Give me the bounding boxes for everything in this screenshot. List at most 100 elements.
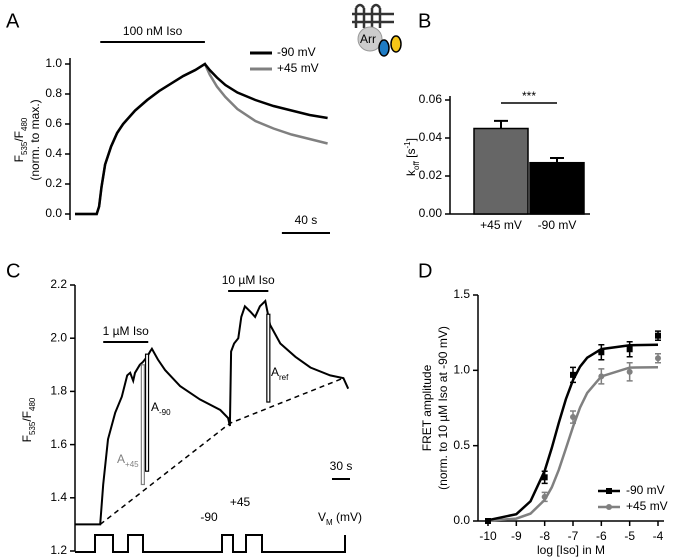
error-bar xyxy=(494,119,508,129)
text-part: 480 xyxy=(20,117,29,131)
text-part: V xyxy=(318,510,326,524)
point xyxy=(655,332,661,339)
y-tick-label: 0.5 xyxy=(453,438,470,452)
x-tick-label: +45 mV xyxy=(480,218,522,232)
y-axis-label: (norm. to 10 µM Iso at -90 mV) xyxy=(436,326,450,490)
point xyxy=(485,518,491,524)
y-axis-label: F535/F480 xyxy=(20,397,36,442)
bar xyxy=(529,161,585,215)
amplitude-bar xyxy=(144,353,150,472)
y-tick-label: 0.0 xyxy=(45,206,62,220)
text-part: -1 xyxy=(403,141,412,149)
text-part: F xyxy=(12,155,26,162)
amplitude-label: A-90 xyxy=(151,400,171,416)
text-part: +45 xyxy=(125,460,139,469)
bar xyxy=(473,127,529,215)
legend-label: +45 mV xyxy=(626,499,668,513)
y-tick-label: 1.0 xyxy=(453,363,470,377)
text-part: 535 xyxy=(20,141,29,155)
baseline xyxy=(99,377,344,525)
y-tick-label: 1.5 xyxy=(453,287,470,301)
significance-label: *** xyxy=(522,89,536,103)
y-tick-label: 2.2 xyxy=(50,277,67,291)
y-axis-label: koff [s-1] xyxy=(403,138,421,176)
stim-label: 10 µM Iso xyxy=(222,273,275,287)
series-line xyxy=(75,62,328,216)
text-part: [s xyxy=(404,149,418,162)
series-line xyxy=(75,62,328,216)
point xyxy=(570,414,576,421)
x-tick-label: -6 xyxy=(596,529,607,543)
x-tick-label: -9 xyxy=(511,529,522,543)
panel-label: A xyxy=(6,10,20,32)
text-part: ] xyxy=(404,138,418,141)
text-part: 535 xyxy=(28,421,37,435)
point xyxy=(626,368,633,375)
y-tick-label: 0.2 xyxy=(45,176,62,190)
amplitude-label: Aref xyxy=(271,365,289,381)
x-tick-label: -8 xyxy=(539,529,550,543)
point xyxy=(598,349,605,356)
y-tick-label: 2.0 xyxy=(50,330,67,344)
text-part: (mV) xyxy=(333,510,362,524)
y-tick-label: 0.6 xyxy=(45,116,62,130)
text-part: F xyxy=(20,435,34,442)
point xyxy=(626,346,633,353)
y-tick-label: 0.0 xyxy=(453,513,470,527)
scale-label: 30 s xyxy=(330,459,353,473)
legend-label: -90 mV xyxy=(277,45,316,59)
text-part: A xyxy=(117,452,125,466)
text-part: off xyxy=(412,160,421,170)
y-tick-label: 0.02 xyxy=(419,168,443,182)
x-tick-label: -7 xyxy=(568,529,579,543)
text-part: k xyxy=(404,169,418,176)
icon-receptor xyxy=(352,3,394,28)
protocol-label: -90 xyxy=(200,510,218,524)
text-part: -90 xyxy=(159,408,171,417)
y-tick-label: 1.2 xyxy=(50,543,67,557)
x-tick-label: -5 xyxy=(624,529,635,543)
x-tick-label: -90 mV xyxy=(538,218,577,232)
text-part: ref xyxy=(279,373,289,382)
voltage-protocol xyxy=(75,534,346,553)
y-tick-label: 1.6 xyxy=(50,437,67,451)
y-tick-label: 0.00 xyxy=(419,206,443,220)
stim-label: 1 µM Iso xyxy=(103,324,150,338)
y-tick-label: 1.0 xyxy=(45,56,62,70)
text-part: /F xyxy=(20,411,34,422)
point xyxy=(541,493,548,500)
icon-yfp xyxy=(390,35,402,53)
y-tick-label: 0.04 xyxy=(419,130,443,144)
y-axis-label: F535/F480 xyxy=(12,117,28,162)
point xyxy=(655,355,661,362)
text-part: /F xyxy=(12,131,26,142)
x-tick-label: -10 xyxy=(479,529,497,543)
y-tick-label: 1.8 xyxy=(50,384,67,398)
amplitude-bar xyxy=(140,364,145,486)
panel-label: C xyxy=(6,260,20,282)
amplitude-bar xyxy=(266,313,271,403)
icon-label: Arr xyxy=(360,32,376,46)
panel-label: B xyxy=(418,10,431,32)
y-tick-label: 1.4 xyxy=(50,490,67,504)
y-axis-label: (norm. to max.) xyxy=(28,99,42,180)
legend-marker xyxy=(606,488,612,494)
text-part: A xyxy=(271,365,279,379)
point xyxy=(598,373,605,380)
legend-marker xyxy=(606,504,612,510)
text-part: A xyxy=(151,400,159,414)
amplitude-label: A+45 xyxy=(117,452,139,468)
stim-label: 100 nM Iso xyxy=(123,24,183,38)
error-bar xyxy=(550,156,564,163)
protocol-label: +45 xyxy=(230,495,251,509)
point xyxy=(570,371,576,378)
x-tick-label: -4 xyxy=(653,529,664,543)
text-part: M xyxy=(326,518,333,527)
protocol-axis-label: VM (mV) xyxy=(318,510,362,526)
text-part: 480 xyxy=(28,397,37,411)
scale-label: 40 s xyxy=(295,213,318,227)
x-axis-label: log [Iso] in M xyxy=(537,543,605,557)
icon-cfp xyxy=(378,39,390,57)
y-tick-label: 0.8 xyxy=(45,86,62,100)
